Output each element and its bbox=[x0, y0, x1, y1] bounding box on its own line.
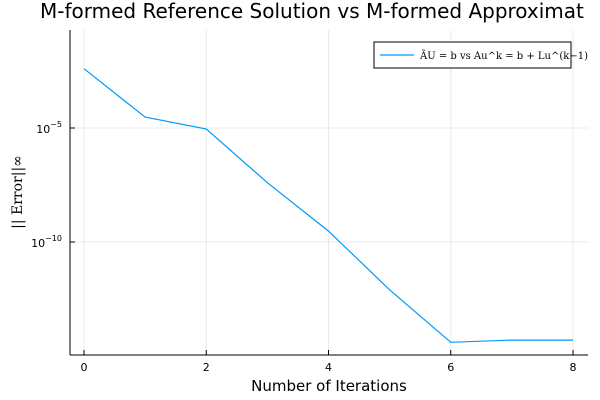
x-ticks: 0 2 4 6 8 bbox=[81, 350, 577, 374]
y-axis-label: || Error||∞ bbox=[10, 155, 26, 229]
x-tick-label: 2 bbox=[203, 361, 210, 374]
series-group bbox=[83, 68, 573, 343]
legend-label: ÃU = b vs Au^k = b + Lu^(k−1) bbox=[419, 50, 588, 62]
legend: ÃU = b vs Au^k = b + Lu^(k−1) bbox=[373, 41, 588, 69]
x-tick-label: 0 bbox=[81, 361, 88, 374]
y-tick-label: 10−5 bbox=[36, 120, 62, 136]
series-line-0 bbox=[83, 68, 573, 343]
x-tick-label: 8 bbox=[570, 361, 577, 374]
x-axis-label: Number of Iterations bbox=[251, 377, 407, 395]
y-ticks: 10−5 10−10 bbox=[31, 120, 75, 250]
grid bbox=[70, 30, 588, 355]
y-tick-label: 10−10 bbox=[31, 234, 62, 250]
x-tick-label: 6 bbox=[447, 361, 454, 374]
x-tick-label: 4 bbox=[325, 361, 332, 374]
chart-title: M-formed Reference Solution vs M-formed … bbox=[40, 0, 584, 23]
